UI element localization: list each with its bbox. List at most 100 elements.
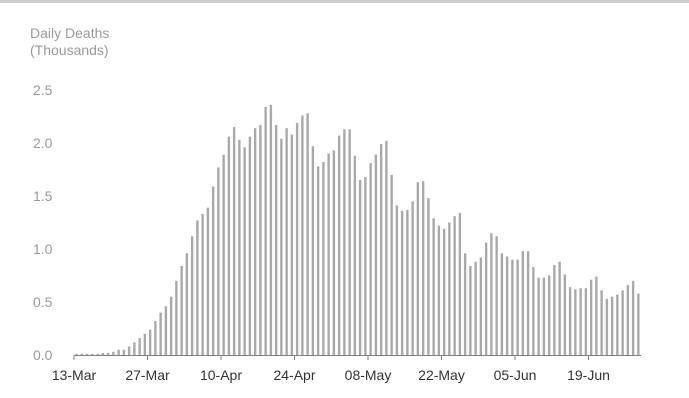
- bar: [558, 261, 561, 355]
- bar: [395, 205, 399, 355]
- bar: [85, 353, 89, 355]
- bar: [238, 139, 241, 355]
- bar: [595, 276, 598, 355]
- x-tick-label: 13-Mar: [52, 367, 97, 383]
- bar: [610, 296, 614, 355]
- bar: [631, 280, 635, 355]
- bar: [421, 181, 425, 355]
- bar: [374, 154, 378, 355]
- bar: [327, 153, 330, 355]
- bar: [574, 289, 577, 355]
- bar: [616, 294, 619, 355]
- bar: [337, 135, 341, 355]
- x-tick-label: 27-Mar: [125, 367, 170, 383]
- bar: [469, 265, 472, 355]
- bar: [432, 218, 435, 355]
- y-axis-title: Daily Deaths (Thousands): [30, 25, 109, 59]
- bar: [605, 298, 609, 355]
- bar: [127, 346, 131, 355]
- bar: [369, 163, 372, 355]
- bar: [579, 288, 582, 355]
- bar: [416, 182, 420, 355]
- bar: [222, 154, 225, 355]
- bar: [117, 349, 120, 355]
- bar: [427, 198, 430, 355]
- bar: [217, 167, 220, 355]
- bar: [295, 122, 299, 355]
- bar: [474, 261, 477, 355]
- bar: [138, 338, 141, 355]
- bar: [343, 129, 346, 355]
- bar: [112, 351, 115, 355]
- bar: [411, 201, 414, 355]
- bar: [379, 144, 383, 355]
- bar: [206, 207, 210, 355]
- y-tick-label: 1.0: [33, 241, 53, 257]
- bar: [547, 275, 551, 355]
- bar: [553, 264, 556, 355]
- x-tick-label: 08-May: [345, 367, 392, 383]
- bar: [505, 256, 509, 355]
- bar: [232, 127, 236, 355]
- y-axis-title-line2: (Thousands): [30, 42, 109, 58]
- bar: [311, 146, 315, 355]
- bar: [453, 216, 456, 355]
- bar: [637, 293, 640, 355]
- bar: [91, 353, 94, 355]
- bar: [437, 225, 441, 355]
- bar: [353, 155, 357, 355]
- bar: [400, 210, 404, 355]
- bar: [269, 104, 273, 355]
- bar: [101, 352, 105, 355]
- bar: [406, 209, 409, 355]
- bar: [274, 124, 278, 355]
- bar: [164, 306, 168, 355]
- bar: [211, 186, 215, 355]
- bar: [390, 174, 393, 355]
- bar: [621, 290, 624, 355]
- bar: [589, 279, 593, 355]
- bar: [143, 333, 147, 355]
- bar: [106, 352, 110, 355]
- x-tick-label: 22-May: [418, 367, 465, 383]
- bar: [537, 277, 540, 355]
- bar: [133, 342, 136, 355]
- y-tick-label: 0.0: [33, 347, 53, 363]
- x-tick-label: 24-Apr: [273, 367, 315, 383]
- bar: [495, 236, 498, 355]
- bar: [348, 129, 351, 355]
- bar: [626, 285, 630, 355]
- bar: [458, 212, 462, 355]
- bar: [463, 253, 467, 355]
- x-tick-label: 05-Jun: [494, 367, 537, 383]
- bar: [484, 242, 488, 355]
- bar: [159, 312, 162, 355]
- bar: [490, 233, 493, 355]
- bar: [253, 128, 257, 355]
- bar: [259, 124, 262, 355]
- bar: [448, 222, 451, 355]
- bar: [301, 115, 304, 355]
- bar: [316, 166, 320, 355]
- bar: [201, 214, 204, 355]
- bar: [175, 280, 178, 355]
- bar: [584, 288, 588, 355]
- bar: [563, 274, 567, 355]
- bar: [332, 150, 336, 355]
- bar: [154, 321, 157, 355]
- bar: [521, 251, 525, 355]
- bar: [280, 138, 283, 355]
- bar: [196, 220, 199, 355]
- bar: [306, 113, 309, 355]
- bar: [80, 353, 84, 355]
- y-tick-label: 0.5: [33, 294, 53, 310]
- bar: [511, 259, 514, 355]
- bar: [75, 353, 78, 355]
- bar: [442, 228, 446, 355]
- bar: [185, 253, 189, 355]
- bar: [364, 176, 367, 355]
- bar: [516, 259, 519, 355]
- bar: [190, 236, 194, 355]
- y-tick-label: 2.5: [33, 82, 53, 98]
- bar: [479, 257, 483, 355]
